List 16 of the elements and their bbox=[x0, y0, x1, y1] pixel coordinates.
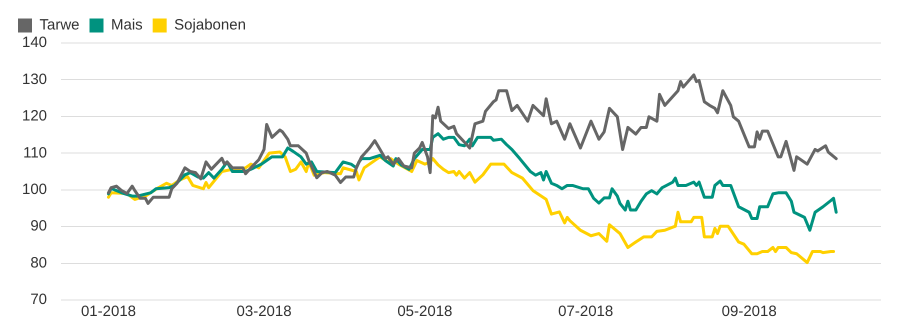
y-tick-label: 90 bbox=[30, 218, 48, 235]
y-tick-label: 110 bbox=[23, 144, 48, 162]
legend-label: Sojabonen bbox=[174, 16, 246, 34]
x-tick-label: 03-2018 bbox=[236, 303, 292, 320]
x-tick-label: 05-2018 bbox=[397, 303, 452, 320]
y-tick-label: 100 bbox=[22, 181, 48, 198]
y-tick-label: 70 bbox=[30, 291, 48, 308]
y-tick-label: 120 bbox=[22, 108, 48, 125]
legend-label: Mais bbox=[111, 16, 143, 34]
y-tick-label: 130 bbox=[22, 70, 48, 88]
y-tick-label: 80 bbox=[30, 254, 48, 272]
x-tick-label: 07-2018 bbox=[558, 303, 614, 320]
x-tick-label: 09-2018 bbox=[722, 303, 777, 320]
x-tick-label: 01-2018 bbox=[80, 303, 136, 320]
y-tick-label: 140 bbox=[22, 34, 48, 52]
legend-label: Tarwe bbox=[40, 16, 80, 34]
